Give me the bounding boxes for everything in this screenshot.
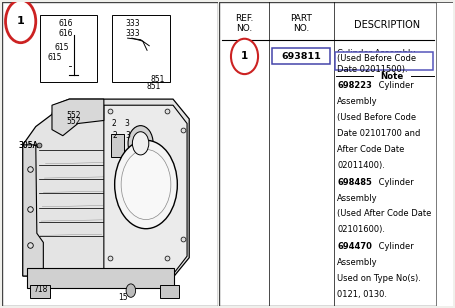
Circle shape: [5, 0, 36, 43]
Polygon shape: [104, 105, 187, 273]
Circle shape: [231, 39, 258, 74]
Text: (Used Before Code
Date 02011500).: (Used Before Code Date 02011500).: [337, 54, 416, 75]
Text: 305A: 305A: [19, 141, 39, 150]
Text: Date 02101700 and: Date 02101700 and: [337, 129, 420, 138]
Text: After Code Date: After Code Date: [337, 145, 404, 154]
Text: 02101600).: 02101600).: [337, 225, 385, 234]
Text: 552: 552: [66, 111, 81, 120]
Polygon shape: [52, 99, 104, 136]
Circle shape: [132, 132, 149, 155]
Text: PART
NO.: PART NO.: [291, 14, 313, 33]
Text: 615: 615: [48, 53, 62, 62]
Bar: [160, 285, 179, 298]
Text: Note: Note: [380, 72, 404, 81]
Text: 1: 1: [241, 51, 248, 61]
Bar: [66, 45, 71, 50]
Text: 694470: 694470: [337, 242, 372, 251]
Text: Cylinder Assembly: Cylinder Assembly: [337, 49, 415, 58]
Text: 3: 3: [125, 131, 130, 140]
Bar: [27, 268, 174, 288]
Text: 2: 2: [112, 131, 117, 140]
Text: DESCRIPTION: DESCRIPTION: [354, 20, 420, 30]
Text: Cylinder: Cylinder: [376, 81, 414, 91]
Text: 698223: 698223: [337, 81, 372, 91]
Text: (Used After Code Date: (Used After Code Date: [337, 209, 431, 218]
Text: REF.
NO.: REF. NO.: [235, 14, 254, 33]
Bar: [115, 38, 145, 69]
Text: Used on Type No(s).: Used on Type No(s).: [337, 274, 421, 283]
Bar: [436, 2, 453, 306]
Text: 616: 616: [59, 19, 73, 28]
Polygon shape: [23, 99, 189, 278]
Text: Assembly: Assembly: [337, 194, 378, 203]
Polygon shape: [23, 145, 43, 276]
Text: Cylinder: Cylinder: [376, 178, 414, 187]
FancyBboxPatch shape: [272, 48, 330, 64]
Bar: [119, 67, 141, 75]
Bar: [111, 134, 124, 157]
Circle shape: [128, 126, 153, 161]
Text: 615: 615: [54, 43, 69, 52]
Bar: [112, 15, 170, 82]
Text: 305A: 305A: [19, 141, 39, 150]
Text: Assembly: Assembly: [337, 258, 378, 267]
Text: 15: 15: [118, 294, 128, 302]
Text: 1: 1: [17, 16, 25, 26]
Text: 02011400).: 02011400).: [337, 161, 385, 170]
Bar: [108, 116, 166, 163]
Text: 616: 616: [59, 29, 73, 38]
Text: 552: 552: [66, 116, 81, 126]
Circle shape: [126, 284, 136, 297]
Text: 851: 851: [147, 83, 161, 91]
FancyBboxPatch shape: [335, 52, 433, 70]
Circle shape: [121, 149, 171, 220]
Text: 851: 851: [151, 75, 165, 84]
Bar: [78, 118, 82, 133]
Text: 693811: 693811: [281, 52, 321, 61]
Text: Assembly: Assembly: [337, 97, 378, 106]
Circle shape: [115, 140, 177, 229]
Text: 3: 3: [124, 119, 129, 128]
Text: 698485: 698485: [337, 178, 372, 187]
Text: 333: 333: [126, 29, 140, 38]
Bar: [30, 285, 50, 298]
Text: 2: 2: [111, 119, 116, 128]
Text: (Used Before Code: (Used Before Code: [337, 113, 416, 122]
Text: Cylinder: Cylinder: [376, 242, 414, 251]
Text: 333: 333: [126, 19, 140, 28]
Text: 0121, 0130.: 0121, 0130.: [337, 290, 387, 299]
Text: 718: 718: [33, 285, 47, 294]
Bar: [40, 15, 97, 82]
